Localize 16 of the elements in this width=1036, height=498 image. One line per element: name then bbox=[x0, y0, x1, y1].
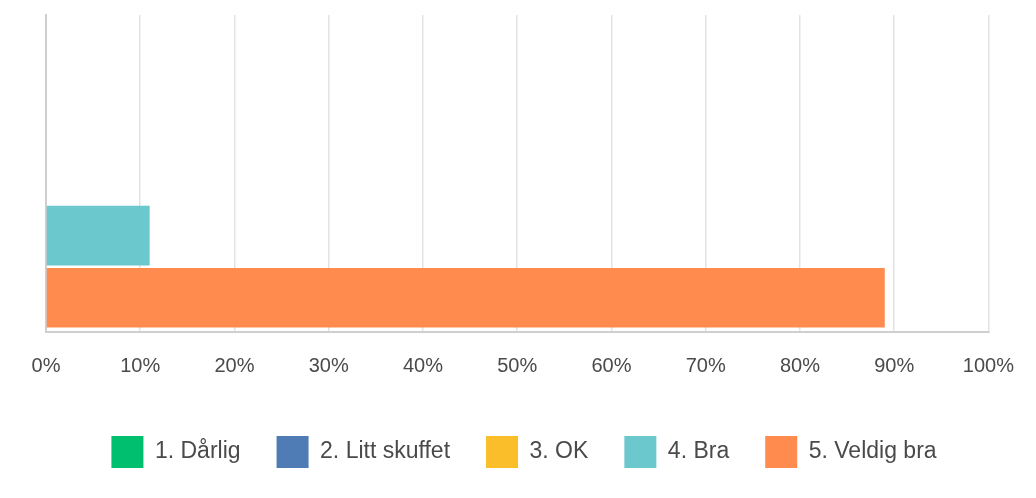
x-tick-label: 60% bbox=[591, 353, 632, 376]
x-tick-label: 90% bbox=[874, 353, 915, 376]
x-tick-label: 100% bbox=[962, 353, 1015, 376]
x-tick-label: 20% bbox=[214, 353, 255, 376]
x-tick-label: 10% bbox=[120, 353, 161, 376]
legend-label: 4. Bra bbox=[667, 437, 730, 464]
x-tick-label: 0% bbox=[31, 353, 61, 376]
legend-label: 5. Veldig bra bbox=[808, 437, 937, 464]
legend-label: 2. Litt skuffet bbox=[320, 437, 451, 464]
x-tick-label: 30% bbox=[308, 353, 349, 376]
legend-label: 3. OK bbox=[529, 437, 590, 464]
x-tick-label: 70% bbox=[685, 353, 726, 376]
x-tick-label: 80% bbox=[779, 353, 821, 376]
legend-label: 1. Dårlig bbox=[154, 437, 241, 464]
x-tick-label: 40% bbox=[402, 353, 444, 376]
x-tick-label: 50% bbox=[497, 353, 538, 376]
